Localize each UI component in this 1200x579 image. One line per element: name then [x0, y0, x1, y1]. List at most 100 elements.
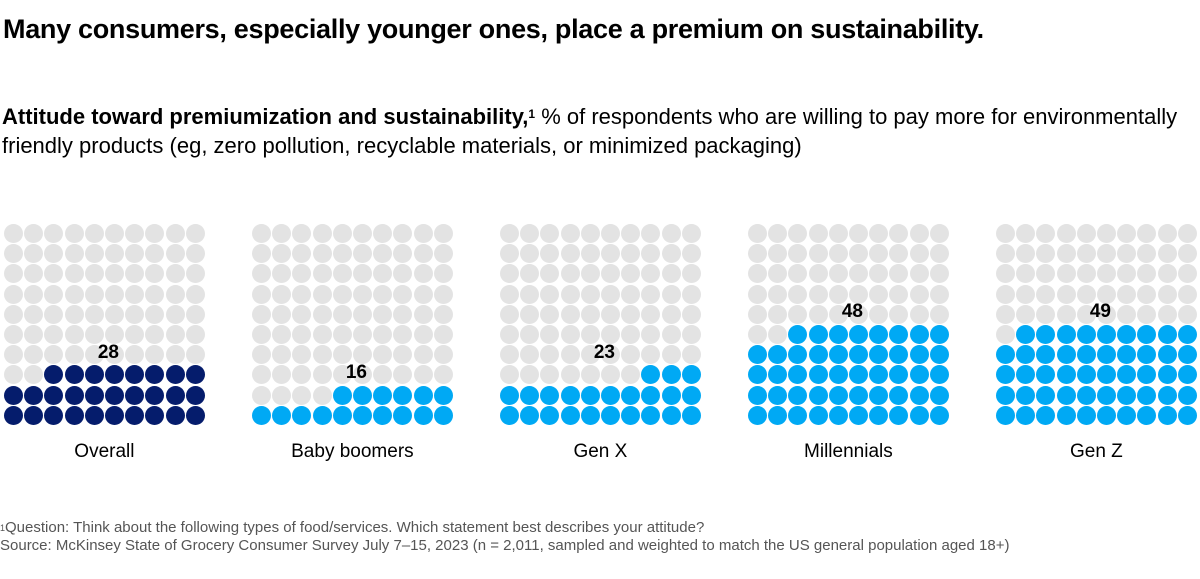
waffle-dot-empty — [312, 325, 332, 344]
waffle-dot-empty — [661, 244, 681, 264]
waffle-dot-empty — [252, 365, 271, 385]
waffle-dot-filled — [332, 405, 352, 425]
waffle-dot-empty — [84, 345, 104, 365]
waffle-dot-empty — [105, 345, 124, 365]
waffle-dot-empty — [332, 264, 352, 284]
waffle-dot-empty — [748, 284, 767, 304]
waffle-dot-empty — [1076, 284, 1096, 304]
waffle-dot-filled — [869, 405, 889, 425]
waffle-dot-empty — [929, 224, 949, 243]
waffle-dot-empty — [1177, 284, 1197, 304]
waffle-dot-empty — [520, 244, 540, 264]
waffle-dot-empty — [413, 244, 433, 264]
waffle-dot-empty — [681, 224, 701, 243]
waffle-dot-filled — [1097, 365, 1116, 385]
waffle-dot-empty — [996, 304, 1015, 324]
waffle-dot-empty — [332, 224, 352, 243]
waffle-dot-empty — [165, 345, 185, 365]
waffle-dot-empty — [641, 325, 661, 344]
waffle-dot-empty — [788, 224, 808, 243]
waffle-dot-empty — [1117, 304, 1137, 324]
waffle-dot-empty — [433, 365, 453, 385]
waffle-dot-empty — [1036, 284, 1056, 304]
waffle-dot-empty — [105, 304, 124, 324]
waffle-dot-empty — [601, 345, 620, 365]
waffle-dot-empty — [373, 365, 393, 385]
waffle-dot-filled — [681, 365, 701, 385]
waffle-grid: 28 — [4, 224, 208, 425]
waffle-dot-filled — [125, 385, 145, 405]
waffle-dot-empty — [185, 284, 205, 304]
waffle-dot-filled — [929, 405, 949, 425]
waffle-dot-empty — [681, 264, 701, 284]
waffle-dot-empty — [849, 244, 868, 264]
waffle-dot-empty — [145, 224, 165, 243]
waffle-dot-empty — [353, 325, 372, 344]
waffle-dot-filled — [393, 405, 413, 425]
waffle-dot-empty — [601, 304, 620, 324]
waffle-dot-filled — [580, 385, 600, 405]
waffle-dot-empty — [560, 264, 580, 284]
waffle-dot-filled — [828, 325, 848, 344]
waffle-dot-filled — [373, 385, 393, 405]
waffle-dot-empty — [500, 244, 519, 264]
waffle-dot-empty — [272, 284, 292, 304]
waffle-dot-empty — [165, 264, 185, 284]
waffle-dot-empty — [909, 224, 929, 243]
waffle-dot-filled — [869, 385, 889, 405]
waffle-dot-empty — [353, 284, 372, 304]
waffle-dot-filled — [808, 325, 828, 344]
waffle-dot-empty — [292, 284, 312, 304]
waffle-dot-filled — [24, 405, 44, 425]
waffle-dot-filled — [44, 365, 64, 385]
waffle-dot-filled — [1056, 405, 1076, 425]
waffle-dot-empty — [292, 224, 312, 243]
waffle-dot-empty — [1137, 304, 1157, 324]
waffle-dot-empty — [272, 325, 292, 344]
waffle-dot-filled — [808, 385, 828, 405]
waffle-dot-empty — [540, 304, 560, 324]
waffle-dot-empty — [621, 264, 641, 284]
waffle-dot-empty — [1016, 304, 1036, 324]
waffle-dot-filled — [4, 385, 23, 405]
waffle-dot-empty — [828, 244, 848, 264]
waffle-dot-empty — [1097, 284, 1116, 304]
waffle-dot-empty — [1117, 284, 1137, 304]
waffle-dot-empty — [312, 284, 332, 304]
waffle-dot-empty — [4, 365, 23, 385]
waffle-dot-empty — [808, 284, 828, 304]
waffle-dot-filled — [1036, 365, 1056, 385]
waffle-dot-filled — [788, 365, 808, 385]
waffle-dot-filled — [849, 385, 868, 405]
waffle-dot-empty — [996, 284, 1015, 304]
waffle-dot-empty — [849, 304, 868, 324]
waffle-dot-empty — [105, 244, 124, 264]
waffle-dot-filled — [105, 385, 124, 405]
waffle-dot-empty — [681, 304, 701, 324]
waffle-dot-empty — [540, 284, 560, 304]
waffle-dot-empty — [681, 325, 701, 344]
waffle-dot-filled — [1076, 325, 1096, 344]
waffle-dot-empty — [621, 284, 641, 304]
waffle-dot-filled — [889, 345, 909, 365]
waffle-dot-empty — [580, 325, 600, 344]
waffle-dot-empty — [849, 224, 868, 243]
subtitle-footnote-mark: 1 — [528, 107, 536, 121]
waffle-dot-empty — [520, 365, 540, 385]
waffle-dot-empty — [145, 244, 165, 264]
waffle-dot-empty — [292, 264, 312, 284]
waffle-dot-empty — [4, 244, 23, 264]
waffle-dot-empty — [185, 304, 205, 324]
waffle-dot-empty — [312, 244, 332, 264]
category-label: Millennials — [804, 441, 893, 462]
waffle-dot-empty — [1056, 224, 1076, 243]
waffle-dot-empty — [272, 365, 292, 385]
waffle-dot-filled — [748, 405, 767, 425]
waffle-dot-filled — [393, 385, 413, 405]
waffle-dot-empty — [1177, 264, 1197, 284]
waffle-dot-empty — [44, 264, 64, 284]
waffle-dot-filled — [601, 405, 620, 425]
waffle-dot-filled — [1056, 345, 1076, 365]
waffle-dot-empty — [44, 244, 64, 264]
waffle-dot-empty — [560, 284, 580, 304]
